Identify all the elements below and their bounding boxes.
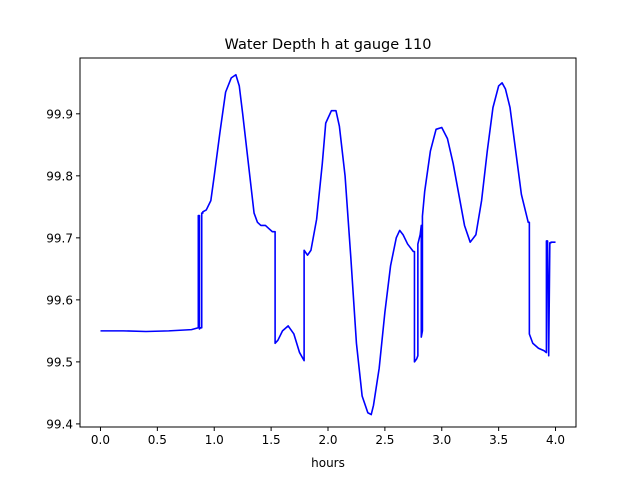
x-axis-label: hours <box>311 456 345 470</box>
x-tick-label: 1.5 <box>262 433 281 447</box>
y-tick-label: 99.9 <box>46 107 73 121</box>
x-tick-label: 0.0 <box>91 433 110 447</box>
y-tick-label: 99.4 <box>46 417 73 431</box>
x-tick-label: 1.0 <box>205 433 224 447</box>
plot-frame <box>79 57 577 428</box>
series-line <box>100 73 556 416</box>
plot-area <box>100 73 556 416</box>
x-tick-label: 2.5 <box>375 433 394 447</box>
y-tick-label: 99.8 <box>46 169 73 183</box>
y-tick-label: 99.5 <box>46 355 73 369</box>
y-axis: 99.4 99.5 99.6 99.7 99.8 99.9 <box>46 107 80 431</box>
x-tick-label: 4.0 <box>546 433 565 447</box>
chart-title: Water Depth h at gauge 110 <box>225 37 432 53</box>
x-tick-label: 3.0 <box>432 433 451 447</box>
x-tick-label: 0.5 <box>148 433 167 447</box>
x-axis: 0.0 0.5 1.0 1.5 2.0 2.5 3.0 3.5 4.0 <box>91 427 565 447</box>
x-tick-label: 2.0 <box>318 433 337 447</box>
y-tick-label: 99.7 <box>46 231 73 245</box>
y-tick-label: 99.6 <box>46 293 73 307</box>
x-tick-label: 3.5 <box>489 433 508 447</box>
